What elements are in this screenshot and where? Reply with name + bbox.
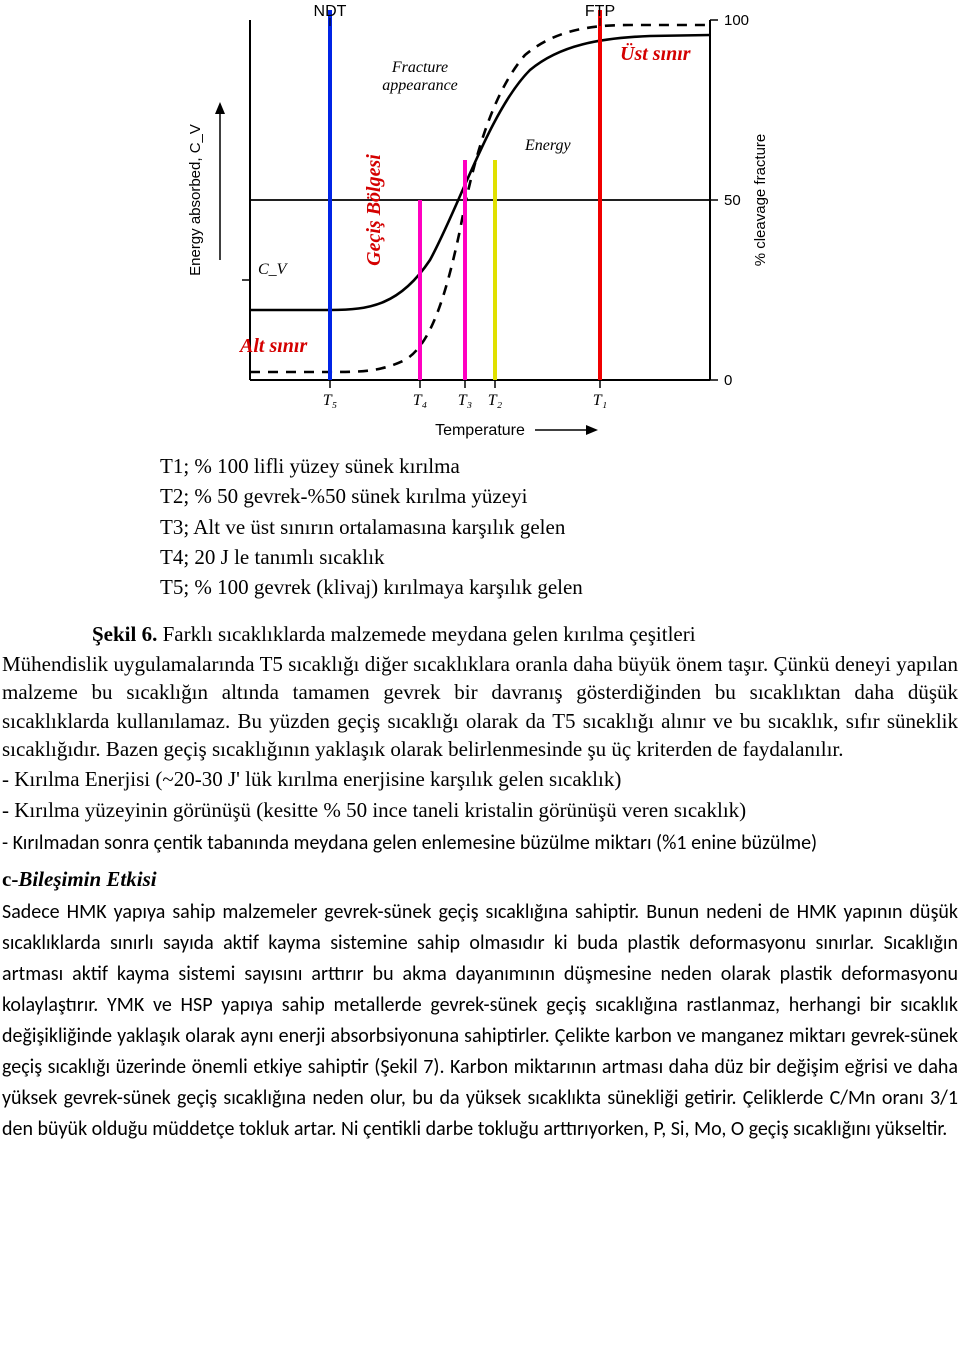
svg-text:C_V: C_V: [258, 261, 289, 278]
transition-temperature-chart: T₅ T₄ T₃ T₂ T₁ NDT FTP 100 50 0 C_V Energy absorbed…: [130, 0, 830, 440]
svg-text:100: 100: [724, 12, 749, 29]
svg-text:T₂: T₂: [488, 392, 503, 409]
svg-text:Temperature: Temperature: [435, 422, 525, 439]
svg-text:0: 0: [724, 372, 732, 389]
svg-text:50: 50: [724, 192, 741, 209]
svg-text:NDT: NDT: [314, 3, 347, 20]
svg-text:FTP: FTP: [585, 3, 615, 20]
svg-text:% cleavage fracture: % cleavage fracture: [752, 134, 769, 267]
paragraph-1: Mühendislik uygulamalarında T5 sıcaklığı…: [2, 650, 958, 763]
bullet-1: - Kırılma Enerjisi (~20-30 J' lük kırılm…: [2, 765, 958, 793]
bullet-3: - Kırılmadan sonra çentik tabanında meyd…: [2, 828, 958, 859]
subheading: c-Bileşimin Etkisi: [2, 865, 958, 893]
figure-caption: Farklı sıcaklıklarda malzemede meydana g…: [163, 622, 696, 646]
subheading-text: Bileşimin Etkisi: [18, 867, 156, 891]
subheading-prefix: c-: [2, 867, 18, 891]
figure-label: Şekil 6.: [92, 622, 157, 646]
bullet-2: - Kırılma yüzeyinin görünüşü (kesitte % …: [2, 796, 958, 824]
figure-caption-line: Şekil 6. Farklı sıcaklıklarda malzemede …: [92, 620, 958, 648]
svg-text:Fracture: Fracture: [391, 59, 448, 76]
svg-text:Energy absorbed, C_V: Energy absorbed, C_V: [187, 124, 204, 276]
temperature-legend: T1; % 100 lifli yüzey sünek kırılma T2; …: [160, 452, 800, 602]
svg-text:T₄: T₄: [413, 392, 427, 409]
svg-text:Energy: Energy: [524, 137, 572, 154]
paragraph-2: Sadece HMK yapıya sahip malzemeler gevre…: [2, 897, 958, 1145]
svg-text:T₅: T₅: [323, 392, 337, 409]
legend-t4: T4; 20 J le tanımlı sıcaklık: [160, 543, 800, 571]
legend-t1: T1; % 100 lifli yüzey sünek kırılma: [160, 452, 800, 480]
legend-t3: T3; Alt ve üst sınırın ortalamasına karş…: [160, 513, 800, 541]
svg-text:Üst sınır: Üst sınır: [620, 42, 691, 65]
svg-text:T₃: T₃: [458, 392, 472, 409]
svg-text:Geçiş Bölgesi: Geçiş Bölgesi: [363, 154, 385, 266]
legend-t2: T2; % 50 gevrek-%50 sünek kırılma yüzeyi: [160, 482, 800, 510]
svg-text:appearance: appearance: [382, 77, 458, 94]
svg-text:Alt sınır: Alt sınır: [238, 335, 307, 357]
svg-text:T₁: T₁: [593, 392, 607, 409]
legend-t5: T5; % 100 gevrek (klivaj) kırılmaya karş…: [160, 573, 800, 601]
